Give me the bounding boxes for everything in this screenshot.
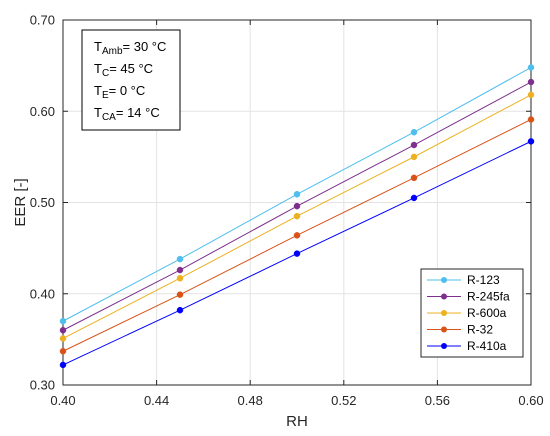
series-r-600a bbox=[59, 91, 535, 342]
x-tick-label: 0.44 bbox=[144, 393, 169, 408]
series-r-245fa bbox=[59, 78, 535, 334]
series-r-32 bbox=[59, 116, 535, 355]
data-point bbox=[410, 153, 418, 161]
data-point bbox=[176, 306, 184, 314]
data-point bbox=[410, 174, 418, 182]
data-point bbox=[293, 191, 301, 198]
annotation-line: TC= 45 °C bbox=[94, 61, 153, 79]
data-point bbox=[176, 274, 184, 282]
x-tick-label: 0.60 bbox=[518, 393, 543, 408]
legend: R-123 R-245fa R-600a R-32 R-410a bbox=[420, 268, 524, 358]
x-tick-label: 0.48 bbox=[238, 393, 263, 408]
data-point bbox=[59, 347, 67, 355]
y-tick-label: 0.50 bbox=[30, 195, 55, 210]
legend-swatch-marker bbox=[441, 277, 447, 283]
legend-swatch-marker bbox=[441, 293, 447, 300]
series-layer bbox=[59, 64, 535, 369]
data-point bbox=[293, 250, 301, 257]
data-point bbox=[527, 78, 535, 86]
y-tick-label: 0.70 bbox=[30, 13, 55, 28]
legend-label: R-410a bbox=[467, 339, 507, 353]
legend-item: R-410a bbox=[427, 339, 507, 353]
legend-swatch-marker bbox=[441, 343, 447, 349]
data-point bbox=[410, 128, 418, 136]
data-point bbox=[527, 116, 535, 123]
x-tick-label: 0.56 bbox=[425, 393, 450, 408]
data-point bbox=[176, 266, 184, 274]
data-point bbox=[59, 335, 67, 342]
x-tick-label: 0.40 bbox=[50, 393, 75, 408]
legend-item: R-245fa bbox=[427, 290, 510, 304]
legend-label: R-123 bbox=[467, 273, 500, 287]
series-r-410a bbox=[59, 138, 535, 369]
data-point bbox=[527, 64, 535, 71]
legend-item: R-32 bbox=[427, 323, 493, 337]
y-tick-label: 0.40 bbox=[30, 286, 55, 301]
data-point bbox=[410, 194, 418, 202]
data-point bbox=[527, 91, 535, 99]
annotation-line: TCA= 14 °C bbox=[94, 105, 160, 123]
data-point bbox=[176, 291, 184, 298]
y-axis-title: EER [-] bbox=[12, 178, 29, 226]
data-point bbox=[293, 202, 301, 210]
y-tick-label: 0.30 bbox=[30, 378, 55, 393]
legend-item: R-600a bbox=[427, 306, 507, 320]
legend-label: R-245fa bbox=[467, 290, 510, 304]
series-r-123 bbox=[59, 64, 535, 325]
axis-ticks: 0.40 0.44 0.48 0.52 0.56 0.600.300.400.500.60… bbox=[30, 13, 544, 409]
data-point bbox=[527, 138, 535, 145]
legend-label: R-32 bbox=[467, 323, 493, 337]
data-point bbox=[176, 255, 184, 263]
legend-swatch-marker bbox=[441, 310, 447, 316]
data-point bbox=[293, 212, 301, 220]
data-point bbox=[293, 232, 301, 239]
legend-item: R-123 bbox=[427, 273, 500, 287]
data-point bbox=[410, 141, 418, 149]
legend-label: R-600a bbox=[467, 306, 507, 320]
annotation-line: TAmb= 30 °C bbox=[94, 39, 166, 57]
annotation-line: TE= 0 °C bbox=[94, 83, 145, 101]
conditions-annotation: TAmb= 30 °C TC= 45 °C TE= 0 °C TCA= 14 °C bbox=[81, 29, 181, 131]
x-axis-title: RH bbox=[286, 413, 308, 430]
y-tick-label: 0.60 bbox=[30, 104, 55, 119]
x-tick-label: 0.52 bbox=[331, 393, 356, 408]
annotation-box bbox=[81, 29, 181, 131]
data-point bbox=[59, 327, 67, 334]
data-point bbox=[59, 317, 67, 325]
legend-swatch-marker bbox=[441, 326, 447, 333]
data-point bbox=[59, 361, 67, 369]
